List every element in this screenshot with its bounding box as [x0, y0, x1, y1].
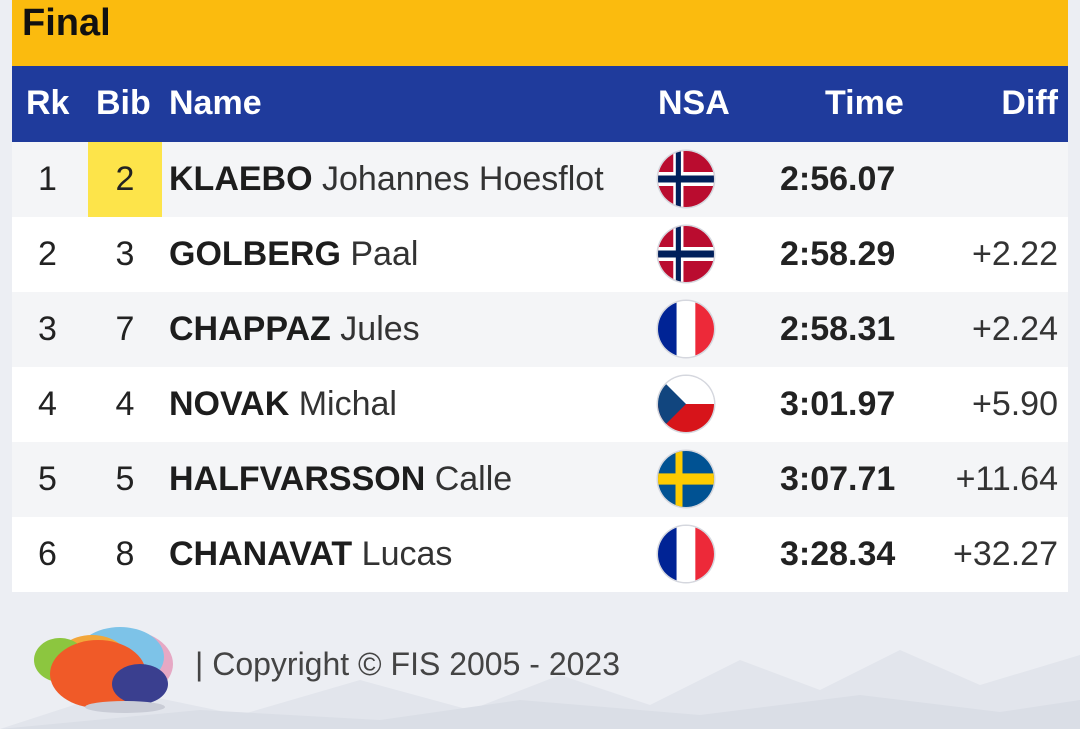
given-name: Michal [298, 385, 397, 423]
given-name: Johannes Hoesflot [322, 160, 604, 198]
time: 2:58.31 [780, 310, 896, 348]
diff: +2.24 [971, 310, 1058, 348]
rank: 5 [38, 460, 57, 498]
table-row[interactable]: 6 8 CHANAVAT Lucas 3:28.34 +32.27 [12, 517, 1068, 592]
time: 3:28.34 [780, 535, 896, 573]
given-name: Paal [350, 235, 419, 273]
fis-logo-icon [30, 612, 175, 722]
france-flag-icon [658, 301, 714, 357]
time: 2:58.29 [780, 235, 896, 273]
time: 2:56.07 [780, 160, 896, 198]
diff: +11.64 [955, 460, 1058, 498]
bib-number: 4 [115, 385, 135, 423]
rank: 3 [38, 310, 57, 348]
table-row[interactable]: 4 4 NOVAK Michal 3:01.97 +5.90 [12, 367, 1068, 442]
copyright-text: | Copyright © FIS 2005 - 2023 [195, 646, 620, 682]
surname: NOVAK [169, 385, 290, 423]
rank: 2 [38, 235, 57, 273]
given-name: Calle [434, 460, 513, 498]
col-rk: Rk [26, 84, 70, 122]
athlete-name: NOVAK Michal [169, 385, 397, 424]
col-bib: Bib [96, 84, 151, 122]
col-time: Time [825, 84, 904, 122]
sweden-flag-icon [658, 451, 714, 507]
surname: HALFVARSSON [169, 460, 426, 498]
surname: CHANAVAT [169, 535, 353, 573]
norway-flag-icon [658, 151, 714, 207]
athlete-name: KLAEBO Johannes Hoesflot [169, 160, 604, 199]
surname: KLAEBO [169, 160, 313, 198]
col-nsa: NSA [658, 84, 730, 122]
page-title: Final [22, 2, 111, 44]
col-name: Name [169, 84, 262, 122]
given-name: Jules [340, 310, 420, 348]
rank: 1 [38, 160, 57, 198]
rank: 4 [38, 385, 57, 423]
column-header-row: Rk Bib Name NSA Time Diff [12, 66, 1068, 142]
table-row[interactable]: 5 5 HALFVARSSON Calle 3:07.71 +11.64 [12, 442, 1068, 517]
norway-flag-icon [658, 226, 714, 282]
athlete-name: GOLBERG Paal [169, 235, 418, 274]
rank: 6 [38, 535, 57, 573]
mountain-background [0, 650, 1080, 729]
bib-number: 7 [115, 310, 135, 348]
diff: +2.22 [971, 235, 1058, 273]
surname: CHAPPAZ [169, 310, 331, 348]
diff: +32.27 [953, 535, 1058, 573]
table-row[interactable]: 2 3 GOLBERG Paal 2:58.29 +2.22 [12, 217, 1068, 292]
france-flag-icon [658, 526, 714, 582]
diff: +5.90 [971, 385, 1058, 423]
given-name: Lucas [361, 535, 453, 573]
athlete-name: CHANAVAT Lucas [169, 535, 452, 574]
bib-number: 8 [115, 535, 135, 573]
bib-number: 2 [88, 142, 162, 217]
results-table: 1 2 KLAEBO Johannes Hoesflot 2:56.07 2 3… [12, 142, 1068, 592]
time: 3:01.97 [780, 385, 896, 423]
surname: GOLBERG [169, 235, 341, 273]
col-diff: Diff [1001, 84, 1058, 122]
table-row[interactable]: 3 7 CHAPPAZ Jules 2:58.31 +2.24 [12, 292, 1068, 367]
czech-flag-icon [658, 376, 714, 432]
table-row[interactable]: 1 2 KLAEBO Johannes Hoesflot 2:56.07 [12, 142, 1068, 217]
time: 3:07.71 [780, 460, 896, 498]
athlete-name: HALFVARSSON Calle [169, 460, 512, 499]
athlete-name: CHAPPAZ Jules [169, 310, 420, 349]
results-header: Final [12, 0, 1068, 66]
bib-number: 3 [115, 235, 135, 273]
bib-number: 5 [115, 460, 135, 498]
